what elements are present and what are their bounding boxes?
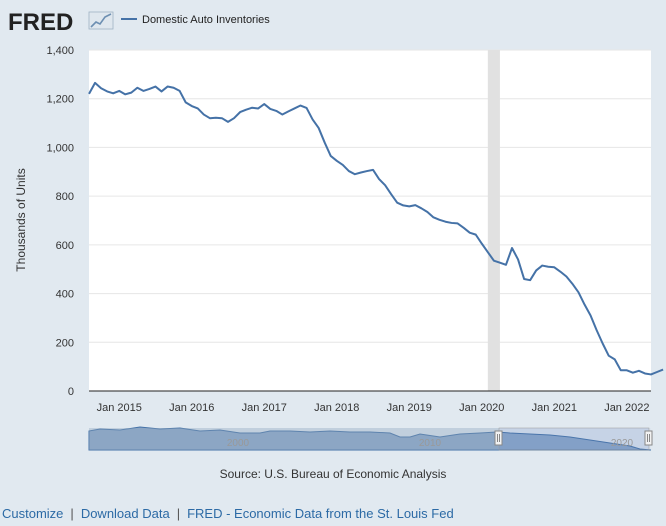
x-tick-label: Jan 2020 xyxy=(459,402,504,414)
navigator-handle-right[interactable] xyxy=(644,430,653,446)
x-tick-label: Jan 2019 xyxy=(387,402,432,414)
navigator-year-label: 2020 xyxy=(611,438,634,449)
y-tick-label: 200 xyxy=(56,337,74,349)
navigator-handle-left[interactable] xyxy=(494,430,503,446)
y-tick-label: 600 xyxy=(56,240,74,252)
navigator-year-label: 2010 xyxy=(419,438,442,449)
footer-separator: | xyxy=(176,506,181,521)
y-tick-label: 1,200 xyxy=(46,94,74,106)
x-tick-label: Jan 2017 xyxy=(242,402,287,414)
y-tick-label: 400 xyxy=(56,289,74,301)
x-tick-label: Jan 2018 xyxy=(314,402,359,414)
navigator[interactable]: 2000 2010 2020 xyxy=(88,426,653,451)
x-tick-label: Jan 2016 xyxy=(169,402,214,414)
y-tick-label: 1,400 xyxy=(46,45,74,57)
customize-link[interactable]: Customize xyxy=(2,506,64,521)
series-line xyxy=(88,81,664,376)
x-tick-label: Jan 2022 xyxy=(604,402,649,414)
legend-label: Domestic Auto Inventories xyxy=(142,14,270,26)
navigator-mask-left xyxy=(89,428,499,450)
recession-band xyxy=(487,50,500,391)
fred-logo-icon xyxy=(88,11,114,30)
y-tick-labels: 0 200 400 600 800 1,000 1,200 1,400 xyxy=(46,45,74,398)
grid-lines xyxy=(89,49,651,343)
source-text: Source: U.S. Bureau of Economic Analysis xyxy=(220,467,447,481)
footer-links: Customize | Download Data | FRED - Economic … xyxy=(2,506,454,521)
footer-separator: | xyxy=(70,506,74,521)
plot-area xyxy=(89,50,651,391)
y-tick-label: 0 xyxy=(68,386,74,398)
chart: FRED Domestic Auto Inventories 0 200 400 60… xyxy=(8,9,664,481)
x-tick-labels: Jan 2015 Jan 2016 Jan 2017 Jan 2018 Jan 2019… xyxy=(97,402,650,414)
fred-home-link[interactable]: FRED - Economic Data from the St. Louis … xyxy=(187,506,454,521)
y-tick-label: 800 xyxy=(56,191,74,203)
navigator-year-label: 2000 xyxy=(227,438,250,449)
y-axis-label: Thousands of Units xyxy=(14,168,28,271)
x-tick-label: Jan 2015 xyxy=(97,402,142,414)
y-tick-label: 1,000 xyxy=(46,142,74,154)
x-tick-label: Jan 2021 xyxy=(532,402,577,414)
download-data-link[interactable]: Download Data xyxy=(80,506,170,521)
fred-logo[interactable]: FRED xyxy=(8,9,73,36)
